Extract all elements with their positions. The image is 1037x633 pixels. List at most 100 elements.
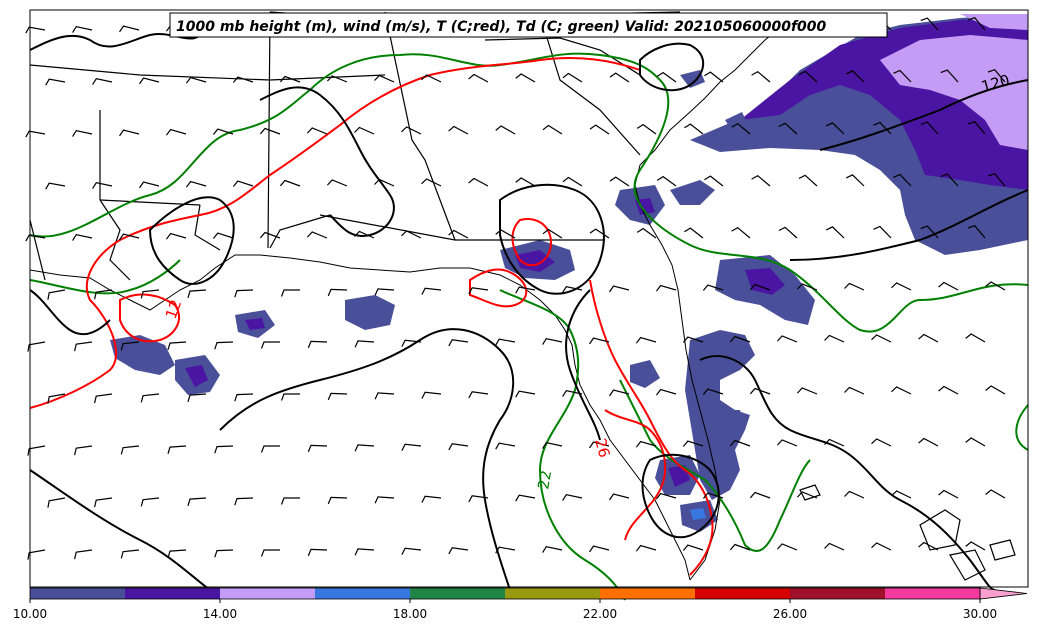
wind-barb xyxy=(214,445,234,454)
shading-panhandle-2 xyxy=(345,295,395,330)
wind-barb xyxy=(354,340,375,348)
wind-barb xyxy=(918,437,939,447)
wind-barb xyxy=(682,544,704,551)
wind-barb xyxy=(468,287,489,295)
border-ga-fl xyxy=(319,214,605,241)
wind-barb xyxy=(140,289,160,299)
wind-barb xyxy=(824,542,845,551)
border-tn-south xyxy=(29,64,386,81)
wind-barb xyxy=(280,289,300,297)
wind-barb xyxy=(92,78,113,85)
wind-barb xyxy=(495,229,516,239)
wind-barb xyxy=(140,393,160,403)
colorbar-tick-label: 26.00 xyxy=(773,607,807,621)
wind-barb xyxy=(542,124,563,135)
wind-barb xyxy=(729,439,751,447)
wind-barb xyxy=(72,130,93,137)
wind-barb xyxy=(259,127,281,135)
wind-barb xyxy=(589,124,610,135)
td-contour-florida xyxy=(499,289,626,601)
wind-barb xyxy=(729,543,751,551)
h-contour-ms xyxy=(148,196,235,285)
wind-barb xyxy=(354,444,375,452)
wind-barb xyxy=(448,339,469,347)
wind-barb xyxy=(871,542,892,551)
wind-barb xyxy=(187,289,207,298)
wind-barb xyxy=(94,393,113,404)
wind-barb xyxy=(776,543,798,551)
wind-barb xyxy=(891,282,912,291)
shading-nc-coast xyxy=(680,70,705,88)
wind-barb xyxy=(987,172,1006,187)
wind-barb xyxy=(609,72,630,83)
wind-barb xyxy=(327,496,348,505)
wind-barb xyxy=(72,26,93,33)
wind-barb xyxy=(515,177,536,187)
wind-barb xyxy=(798,70,818,83)
h-contour-big xyxy=(29,469,211,591)
wind-barb xyxy=(562,494,583,501)
wind-barb xyxy=(260,445,280,453)
wind-barb xyxy=(120,341,140,351)
wind-barb xyxy=(562,390,583,397)
wind-barb xyxy=(655,284,677,292)
wind-barb xyxy=(702,284,724,291)
wind-barb xyxy=(542,546,563,553)
td-contour-right xyxy=(1015,404,1029,451)
h-contour-atlantic xyxy=(789,189,1029,261)
wind-barb xyxy=(967,120,986,135)
shading-fl-north-inner xyxy=(745,268,785,295)
title-text: 1000 mb height (m), wind (m/s), T (C;red… xyxy=(176,19,827,35)
wind-barb xyxy=(542,228,563,239)
wind-barb xyxy=(326,75,348,83)
shading-ne-inner xyxy=(880,35,1028,150)
wind-barb xyxy=(354,126,375,135)
wind-barb xyxy=(515,390,536,398)
h-contour-fl-west xyxy=(565,289,601,441)
wind-barb xyxy=(167,445,187,454)
dewpoint-contours xyxy=(29,52,1029,601)
wind-barb xyxy=(421,287,442,295)
td-contour-east xyxy=(633,79,1029,333)
h-contour-ne xyxy=(819,79,1029,151)
wind-barb xyxy=(731,226,751,239)
wind-barb xyxy=(893,173,912,187)
wind-barb xyxy=(495,546,516,554)
map-frame xyxy=(29,9,1029,588)
wind-barb xyxy=(119,129,140,137)
colorbar-bin-9 xyxy=(885,588,980,599)
h-contour-fl-east xyxy=(699,355,996,591)
wind-barb xyxy=(562,176,583,187)
wind-barb xyxy=(74,341,93,352)
wind-barb xyxy=(967,224,986,239)
wind-barb xyxy=(796,283,818,291)
wind-barb xyxy=(306,127,328,135)
wind-barb xyxy=(778,226,798,239)
wind-barb xyxy=(232,180,254,187)
wind-barb xyxy=(307,548,328,557)
colorbar-outline xyxy=(29,587,981,600)
wind-barb xyxy=(918,541,939,551)
wind-barb xyxy=(187,393,207,402)
island-3 xyxy=(949,549,986,581)
wind-barb xyxy=(260,549,280,557)
wind-barb xyxy=(938,281,959,291)
wind-barb xyxy=(327,392,348,401)
wind-barb xyxy=(27,445,46,456)
colorbar-bin-4 xyxy=(410,588,505,599)
shading-se-fl xyxy=(712,410,745,440)
height-contours xyxy=(29,13,1029,591)
wind-barb xyxy=(778,122,798,135)
td-contour-west xyxy=(29,259,181,295)
wind-barb xyxy=(542,338,563,345)
wind-barb xyxy=(165,128,187,136)
wind-barb xyxy=(260,341,280,349)
wind-barb xyxy=(844,386,865,395)
border-ms-river xyxy=(99,199,131,281)
wind-barb xyxy=(374,178,395,187)
colorbar-tick-label: 10.00 xyxy=(13,607,47,621)
wind-barb xyxy=(120,445,140,455)
wind-barb xyxy=(589,228,610,239)
wind-barb xyxy=(401,339,422,347)
